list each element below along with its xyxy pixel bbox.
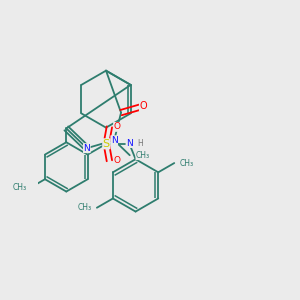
Text: S: S	[103, 139, 110, 149]
Text: O: O	[114, 156, 121, 165]
Text: N: N	[83, 144, 90, 153]
Text: O: O	[140, 101, 147, 111]
Text: CH₃: CH₃	[77, 203, 92, 212]
Text: N: N	[111, 136, 118, 145]
Text: CH₃: CH₃	[136, 151, 150, 160]
Text: CH₃: CH₃	[180, 159, 194, 168]
Text: CH₃: CH₃	[13, 183, 27, 192]
Text: O: O	[114, 122, 121, 131]
Text: H: H	[137, 139, 143, 148]
Text: N: N	[126, 139, 133, 148]
